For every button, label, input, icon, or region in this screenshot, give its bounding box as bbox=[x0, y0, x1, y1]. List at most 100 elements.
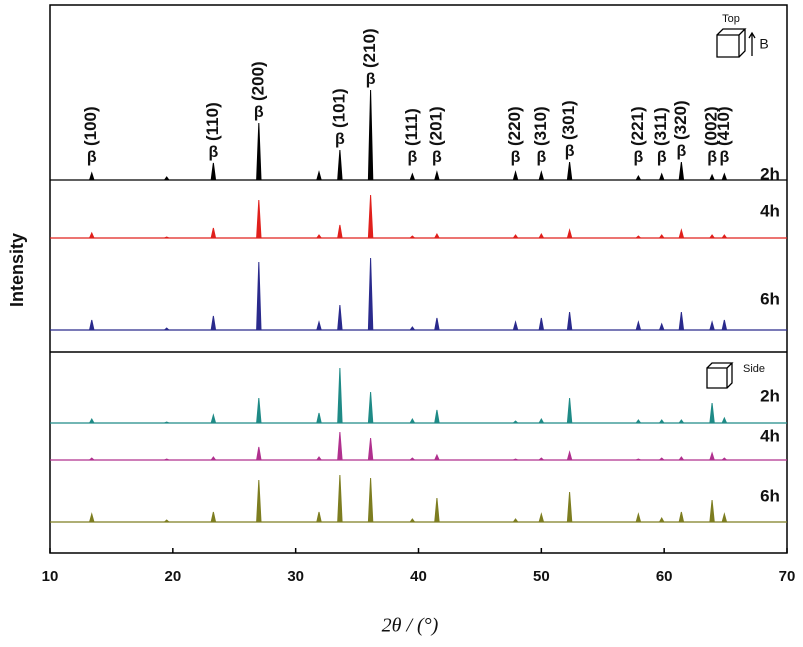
peak-label: (111) bbox=[402, 108, 421, 146]
peak-label: (002) bbox=[702, 106, 721, 146]
peak bbox=[409, 518, 416, 523]
peak bbox=[316, 170, 322, 181]
peak bbox=[88, 512, 95, 523]
phase-label: β bbox=[335, 131, 345, 148]
peak bbox=[409, 417, 416, 424]
peak bbox=[256, 397, 262, 424]
peak bbox=[88, 417, 95, 424]
peak bbox=[88, 231, 95, 239]
peak-label: (100) bbox=[81, 106, 100, 146]
peak bbox=[709, 173, 716, 181]
peak-label: (201) bbox=[426, 106, 445, 146]
peak bbox=[721, 416, 728, 424]
peak bbox=[256, 122, 262, 181]
peak bbox=[721, 319, 728, 331]
peak bbox=[678, 161, 685, 181]
peak bbox=[367, 437, 374, 461]
peak bbox=[367, 257, 374, 331]
peak bbox=[256, 261, 262, 331]
peak bbox=[337, 224, 343, 239]
phase-label: β bbox=[511, 149, 521, 166]
peak bbox=[316, 320, 322, 331]
peak bbox=[658, 419, 665, 424]
peak bbox=[256, 199, 262, 239]
peak bbox=[635, 458, 641, 461]
peak bbox=[210, 456, 217, 461]
peak bbox=[256, 446, 262, 461]
peak bbox=[210, 227, 217, 239]
peak bbox=[315, 456, 323, 461]
peak bbox=[678, 311, 685, 331]
peak bbox=[163, 176, 170, 181]
peak bbox=[210, 413, 217, 424]
phase-label: β bbox=[432, 149, 442, 166]
peak-label: (320) bbox=[671, 100, 690, 140]
peak bbox=[635, 419, 642, 424]
series-label: 6h bbox=[760, 289, 780, 308]
x-tick-label: 20 bbox=[164, 568, 181, 585]
phase-label: β bbox=[407, 149, 417, 166]
side-icon bbox=[706, 362, 734, 389]
x-tick-label: 10 bbox=[42, 568, 59, 585]
series-label: 4h bbox=[760, 426, 780, 445]
peak bbox=[513, 458, 518, 461]
panel-label: Top bbox=[722, 13, 740, 25]
peak bbox=[721, 512, 728, 523]
peak bbox=[163, 327, 171, 331]
peak bbox=[658, 322, 665, 331]
peak bbox=[433, 453, 440, 461]
peak bbox=[678, 228, 685, 239]
peak bbox=[315, 234, 323, 239]
phase-label: β bbox=[719, 149, 729, 166]
peak bbox=[512, 320, 519, 331]
peak bbox=[566, 491, 573, 523]
peak bbox=[337, 474, 343, 523]
peak bbox=[408, 457, 416, 461]
peak-label: (101) bbox=[329, 88, 348, 128]
peak bbox=[409, 172, 416, 181]
peak bbox=[658, 457, 666, 461]
x-tick-label: 60 bbox=[656, 568, 673, 585]
peak bbox=[709, 451, 715, 461]
peak bbox=[337, 367, 343, 424]
peak bbox=[163, 519, 171, 523]
phase-label: β bbox=[633, 149, 643, 166]
peak bbox=[210, 162, 217, 181]
peak bbox=[434, 170, 440, 181]
phase-label: β bbox=[87, 149, 97, 166]
peak bbox=[566, 311, 573, 331]
top-icon bbox=[716, 28, 756, 58]
x-axis-label: 2θ / (°) bbox=[382, 615, 439, 637]
field-label: B bbox=[759, 36, 768, 52]
peak bbox=[538, 170, 545, 181]
peak bbox=[635, 320, 642, 331]
peak bbox=[721, 172, 728, 181]
series-label: 6h bbox=[760, 486, 780, 505]
peak bbox=[658, 172, 665, 181]
x-tick-label: 50 bbox=[533, 568, 550, 585]
peak-label: (310) bbox=[531, 106, 550, 146]
peak bbox=[512, 170, 519, 181]
panel-label: Side bbox=[743, 363, 765, 375]
phase-label: β bbox=[254, 104, 264, 121]
peak bbox=[566, 228, 573, 239]
peak-label: (410) bbox=[714, 106, 733, 146]
phase-label: β bbox=[707, 149, 717, 166]
peak bbox=[210, 315, 217, 331]
phase-label: β bbox=[565, 143, 575, 160]
x-tick-label: 40 bbox=[410, 568, 427, 585]
phase-label: β bbox=[536, 149, 546, 166]
peak-label: (110) bbox=[203, 102, 222, 141]
peak bbox=[367, 391, 374, 424]
peak bbox=[721, 234, 728, 239]
peak bbox=[210, 511, 217, 523]
peak bbox=[635, 512, 642, 523]
peak bbox=[337, 149, 343, 181]
peak bbox=[367, 89, 374, 181]
phase-label: β bbox=[208, 144, 218, 161]
peak bbox=[658, 516, 665, 523]
series-label: 2h bbox=[760, 164, 780, 183]
series-label: 2h bbox=[760, 386, 780, 405]
peak bbox=[658, 234, 665, 239]
peak-label: (311) bbox=[651, 107, 670, 146]
